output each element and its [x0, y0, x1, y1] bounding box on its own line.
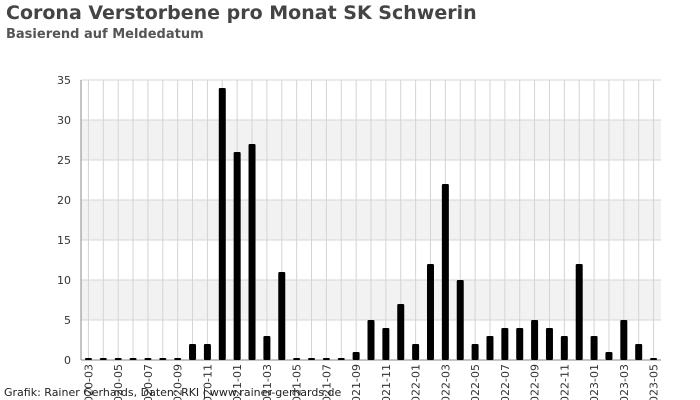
- bar: [352, 352, 360, 360]
- bar: [308, 358, 316, 360]
- bar: [129, 358, 137, 360]
- bar: [99, 358, 107, 360]
- bar: [545, 328, 553, 360]
- x-tick-label: 2023-05: [648, 364, 661, 400]
- bar: [189, 344, 197, 360]
- bar: [114, 358, 122, 360]
- x-tick-label: 2022-05: [469, 364, 482, 400]
- bar: [84, 358, 92, 360]
- bar: [248, 144, 256, 360]
- bar: [233, 152, 241, 360]
- x-tick-label: 2021-01: [231, 364, 244, 400]
- y-tick-label: 25: [57, 154, 71, 167]
- x-tick-label: 2020-07: [142, 364, 155, 400]
- bar: [382, 328, 390, 360]
- y-tick-label: 20: [57, 194, 71, 207]
- bar: [471, 344, 479, 360]
- y-tick-label: 5: [64, 314, 71, 327]
- x-tick-label: 2023-01: [588, 364, 601, 400]
- bar: [590, 336, 598, 360]
- bar: [650, 358, 658, 360]
- x-tick-label: 2022-01: [410, 364, 423, 400]
- x-tick-label: 2020-09: [172, 364, 185, 400]
- bar: [278, 272, 286, 360]
- bar: [397, 304, 405, 360]
- x-tick-label: 2021-05: [291, 364, 304, 400]
- bar: [174, 358, 182, 360]
- x-tick-label: 2021-03: [261, 364, 274, 400]
- y-tick-label: 15: [57, 234, 71, 247]
- bar: [322, 358, 330, 360]
- bar: [605, 352, 613, 360]
- bar: [263, 336, 271, 360]
- x-tick-label: 2020-11: [201, 364, 214, 400]
- bar: [367, 320, 375, 360]
- bar: [426, 264, 434, 360]
- bar: [456, 280, 464, 360]
- bar: [412, 344, 420, 360]
- x-tick-label: 2022-07: [499, 364, 512, 400]
- bar: [516, 328, 524, 360]
- y-tick-label: 10: [57, 274, 71, 287]
- chart-title: Corona Verstorbene pro Monat SK Schwerin: [6, 2, 477, 24]
- bar: [441, 184, 449, 360]
- bar: [575, 264, 583, 360]
- bar: [560, 336, 568, 360]
- bar: [293, 358, 301, 360]
- bar: [159, 358, 167, 360]
- bar: [203, 344, 211, 360]
- x-tick-label: 2020-03: [82, 364, 95, 400]
- x-tick-label: 2020-05: [112, 364, 125, 400]
- bar: [486, 336, 494, 360]
- bar: [635, 344, 643, 360]
- x-tick-label: 2021-07: [320, 364, 333, 400]
- x-tick-label: 2022-11: [558, 364, 571, 400]
- x-tick-label: 2021-11: [380, 364, 393, 400]
- y-tick-label: 0: [64, 354, 71, 367]
- y-tick-label: 35: [57, 74, 71, 87]
- y-tick-label: 30: [57, 114, 71, 127]
- credit-footer: Grafik: Rainer Gerhards, Daten: RKI | ww…: [4, 386, 342, 399]
- x-tick-label: 2021-09: [350, 364, 363, 400]
- x-tick-label: 2022-09: [529, 364, 542, 400]
- x-tick-label: 2023-03: [618, 364, 631, 400]
- bar: [144, 358, 152, 360]
- bar: [620, 320, 628, 360]
- bar: [531, 320, 539, 360]
- x-tick-label: 2022-03: [439, 364, 452, 400]
- chart-subtitle: Basierend auf Meldedatum: [6, 27, 204, 42]
- bar: [337, 358, 345, 360]
- bar: [218, 88, 226, 360]
- bar: [501, 328, 509, 360]
